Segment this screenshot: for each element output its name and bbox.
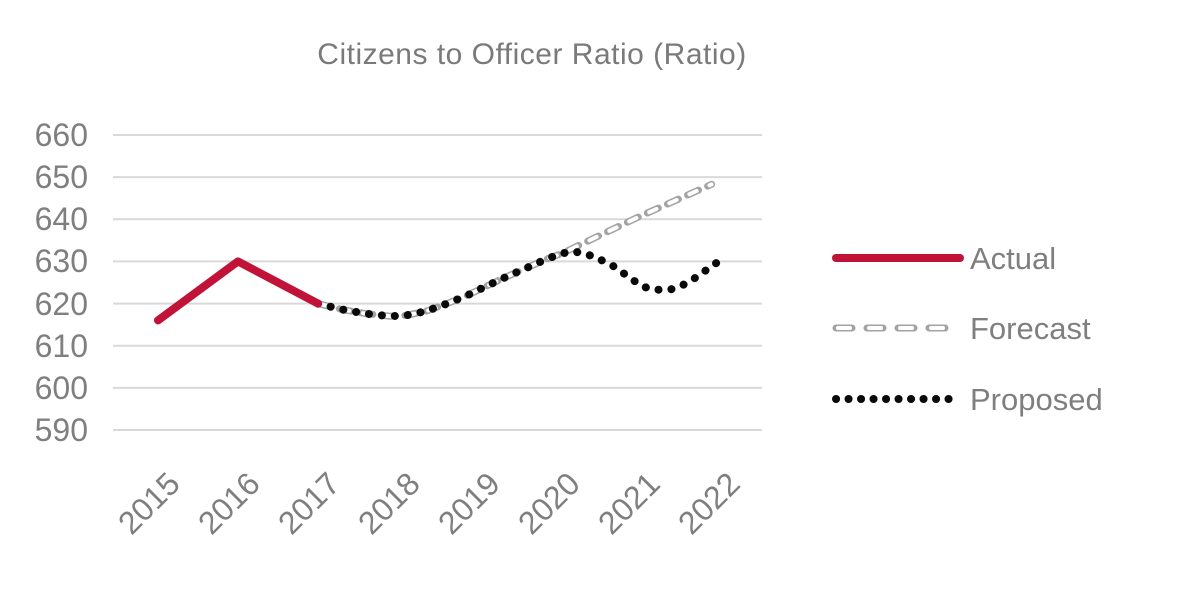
proposed-line (314, 247, 726, 321)
forecast-line (314, 180, 716, 320)
y-axis-tick-label: 600 (34, 369, 88, 406)
y-axis-tick-label: 640 (34, 201, 88, 238)
y-axis-tick-label: 620 (34, 285, 88, 322)
legend-label-forecast: Forecast (970, 311, 1091, 346)
y-axis-tick-label: 660 (34, 117, 88, 153)
legend-label-actual: Actual (970, 241, 1057, 276)
legend-label-proposed: Proposed (970, 382, 1103, 417)
y-axis-tick-label: 650 (34, 159, 88, 196)
chart-title: Citizens to Officer Ratio (Ratio) (317, 38, 747, 71)
y-axis-tick-label: 630 (34, 243, 88, 280)
y-axis-tick-label: 610 (34, 327, 88, 364)
actual-line (154, 257, 322, 325)
legend (832, 254, 964, 403)
y-axis-tick-label: 590 (34, 412, 88, 448)
